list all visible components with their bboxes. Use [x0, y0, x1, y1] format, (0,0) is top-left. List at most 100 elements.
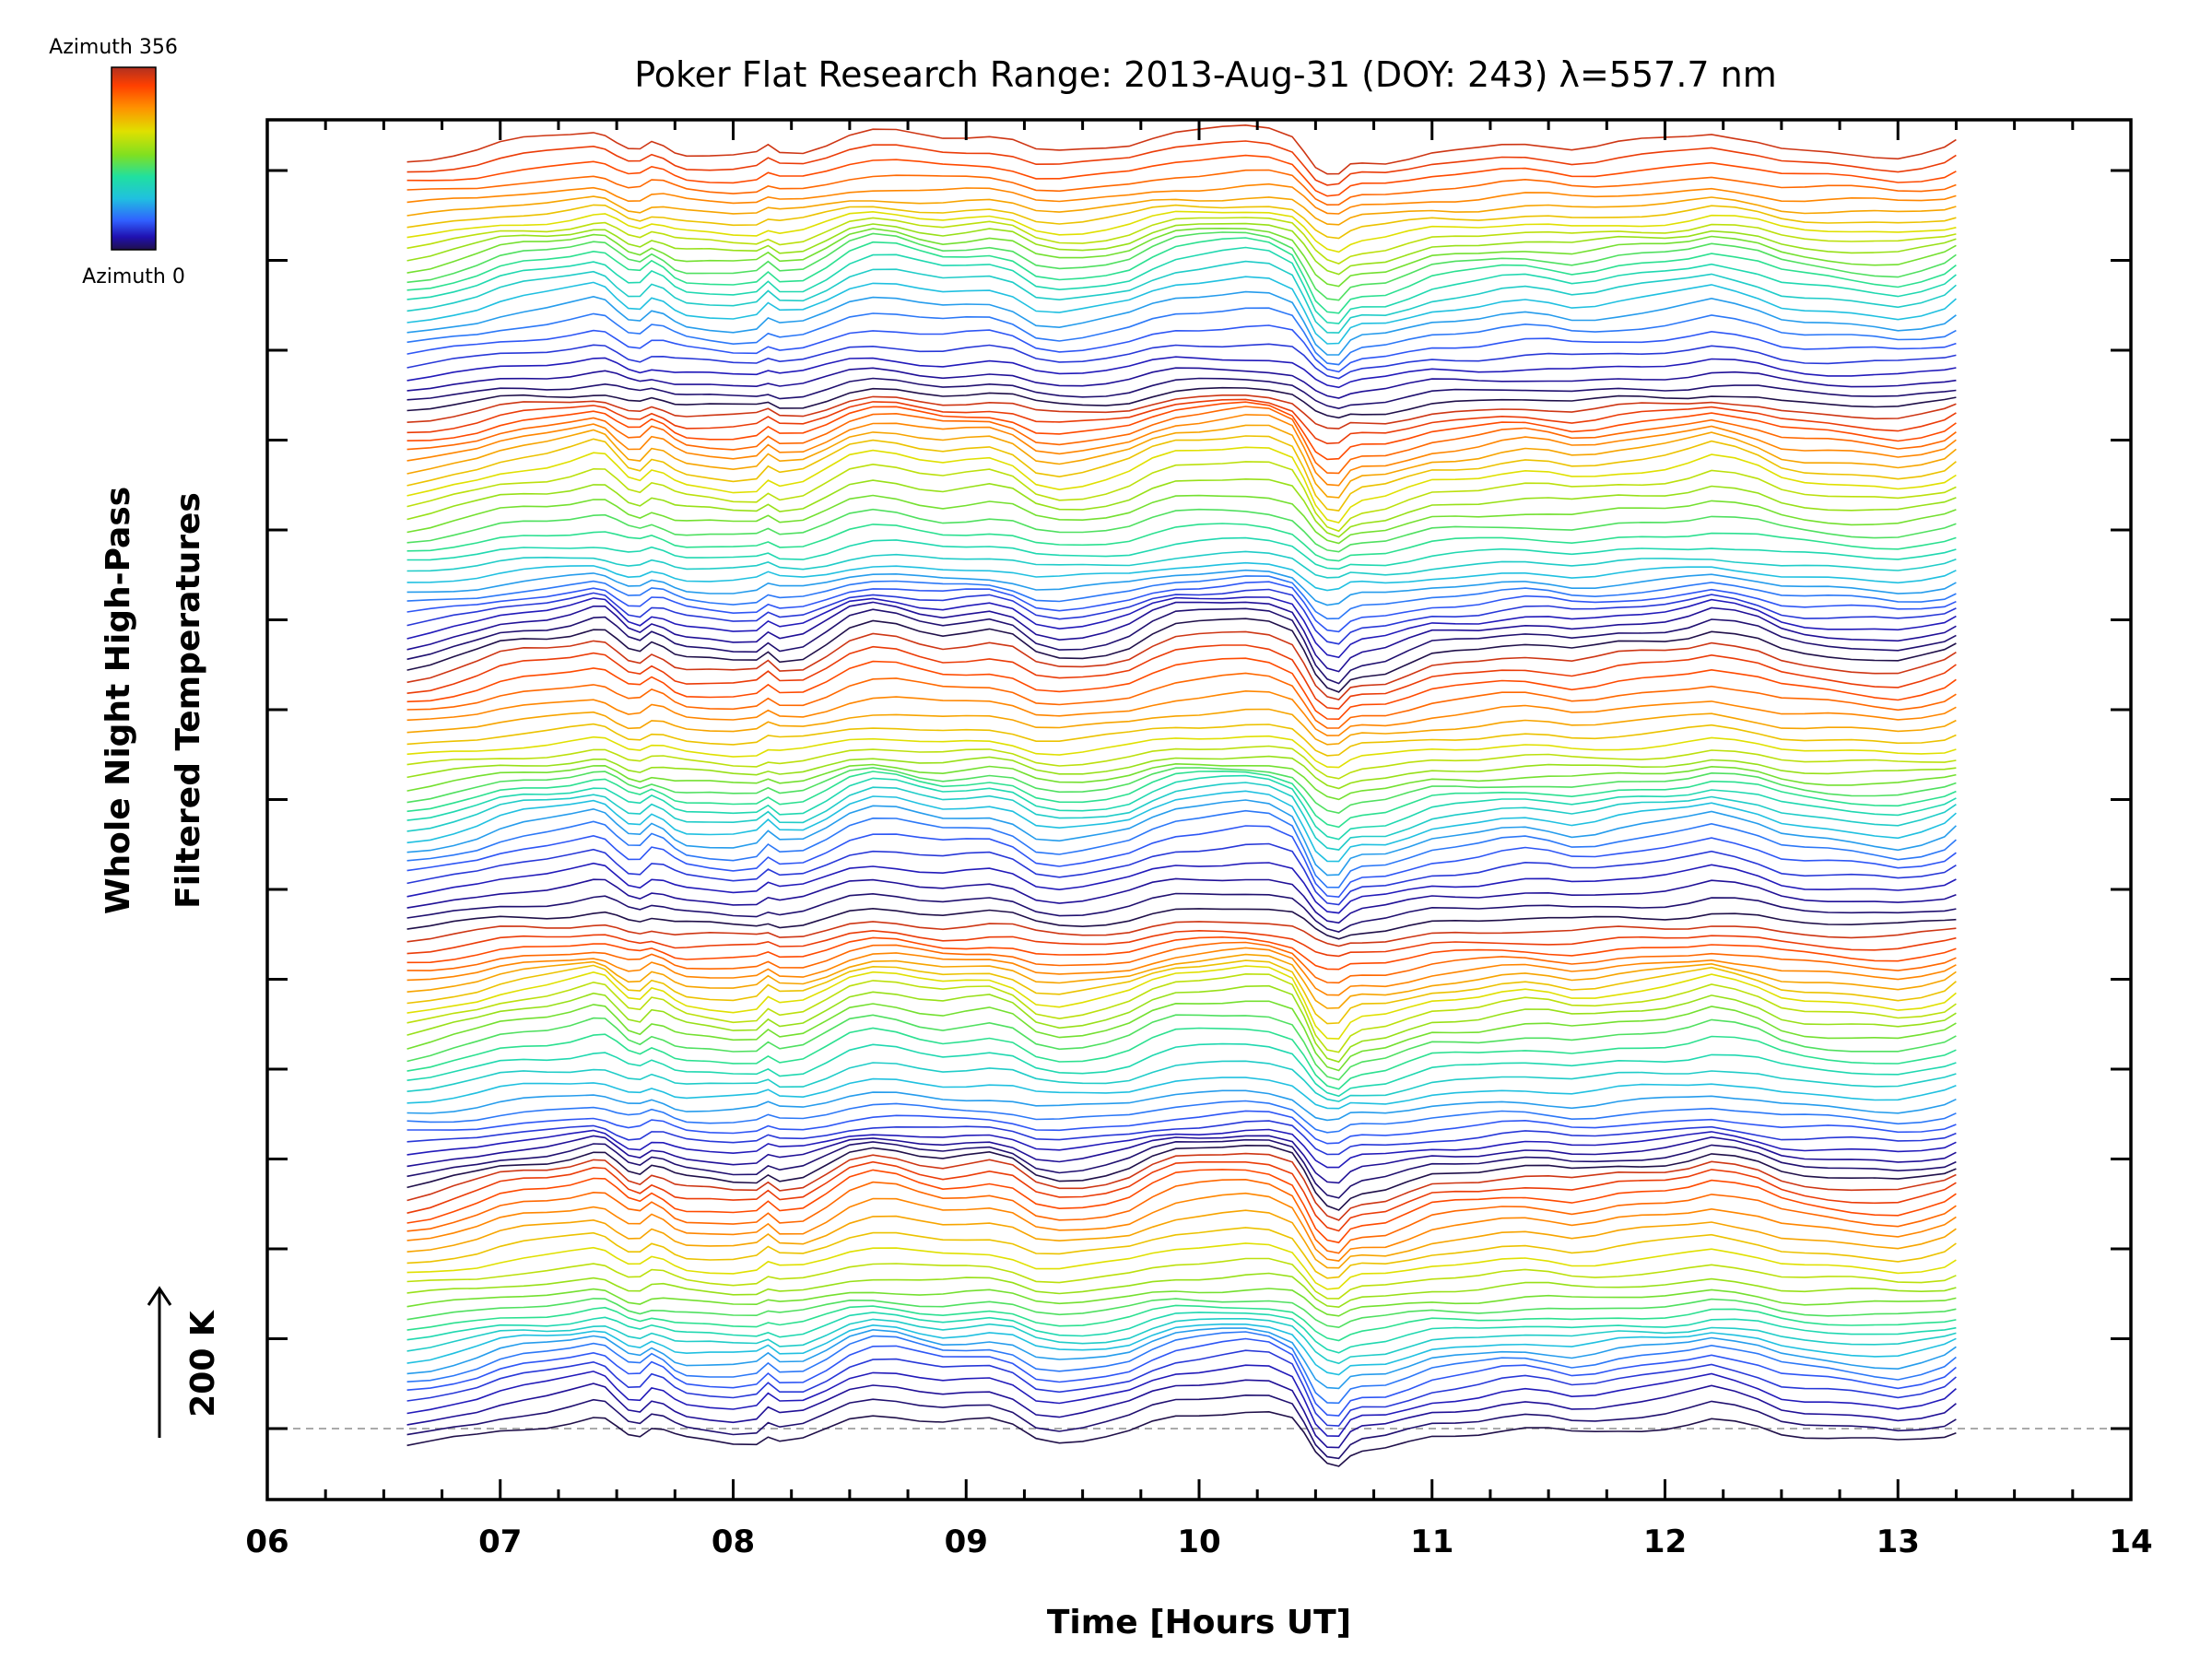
- temperature-series-line: [406, 231, 1957, 301]
- temperature-series-line: [406, 1288, 1957, 1317]
- temperature-series-line: [406, 523, 1957, 562]
- x-axis: 06 07 08 09 10 11 12 13 14: [245, 120, 2153, 1560]
- temperature-series-line: [406, 1178, 1957, 1254]
- temperature-series-line: [406, 745, 1957, 780]
- temperature-series-line: [406, 222, 1957, 276]
- y-axis: [267, 169, 2131, 1430]
- temperature-series-line: [406, 1169, 1957, 1244]
- temperature-series-line: [406, 1272, 1957, 1309]
- temperature-series-line: [406, 618, 1957, 693]
- temperature-series-line: [406, 842, 1957, 906]
- temperature-series-line: [406, 657, 1957, 721]
- temperature-series-line: [406, 398, 1957, 445]
- temperature-series-line: [406, 774, 1957, 841]
- colorbar: [111, 66, 157, 251]
- temperature-series-line: [406, 1014, 1957, 1081]
- temperature-series-line: [406, 477, 1957, 538]
- x-tick-label: 14: [2109, 1524, 2152, 1560]
- temperature-series-line: [406, 770, 1957, 829]
- x-tick-label: 09: [945, 1524, 988, 1560]
- series-group: [406, 124, 1957, 1467]
- temperature-series-line: [406, 1327, 1957, 1390]
- temperature-series-line: [406, 424, 1957, 499]
- x-tick-label: 08: [712, 1524, 755, 1560]
- temperature-series-line: [406, 1192, 1957, 1262]
- x-tick-label: 13: [1877, 1524, 1920, 1560]
- temperature-series-line: [406, 630, 1957, 700]
- temperature-series-line: [406, 1120, 1957, 1156]
- temperature-series-line: [406, 246, 1957, 324]
- temperature-series-line: [406, 596, 1957, 659]
- temperature-series-line: [406, 169, 1957, 206]
- temperature-series-line: [406, 723, 1957, 757]
- temperature-series-line: [406, 735, 1957, 769]
- temperature-series-line: [406, 237, 1957, 314]
- temperature-series-line: [406, 877, 1957, 924]
- temperature-series-line: [406, 276, 1957, 345]
- temperature-series-line: [406, 1027, 1957, 1090]
- temperature-series-line: [406, 182, 1957, 215]
- temperature-series-line: [406, 227, 1957, 288]
- temperature-series-line: [406, 561, 1957, 592]
- temperature-series-line: [406, 569, 1957, 606]
- temperature-series-line: [406, 154, 1957, 197]
- temperature-series-line: [406, 550, 1957, 579]
- temperature-series-line: [406, 921, 1957, 947]
- temperature-series-line: [406, 446, 1957, 524]
- temperature-series-line: [406, 343, 1957, 380]
- chart-title: Poker Flat Research Range: 2013-Aug-31 (…: [634, 54, 1777, 95]
- temperature-series-line: [406, 377, 1957, 410]
- temperature-series-line: [406, 1298, 1957, 1329]
- temperature-series-line: [406, 324, 1957, 373]
- temperature-series-line: [406, 1242, 1957, 1290]
- temperature-series-line: [406, 140, 1957, 186]
- x-tick-label: 10: [1177, 1524, 1220, 1560]
- temperature-series-line: [406, 1110, 1957, 1145]
- temperature-series-line: [406, 260, 1957, 334]
- x-axis-label: Time [Hours UT]: [1047, 1604, 1351, 1641]
- temperature-series-line: [406, 356, 1957, 389]
- temperature-series-line: [406, 435, 1957, 512]
- x-tick-label: 07: [478, 1524, 522, 1560]
- temperature-series-line: [406, 755, 1957, 790]
- temperature-series-line: [406, 307, 1957, 366]
- temperature-series-line: [406, 607, 1957, 685]
- temperature-series-line: [406, 1312, 1957, 1354]
- temperature-series-line: [406, 1128, 1957, 1169]
- temperature-series-line: [406, 1209, 1957, 1269]
- scale-bar-label: 200 K: [184, 1310, 222, 1418]
- scale-arrow: [147, 1286, 172, 1438]
- temperature-series-line: [406, 929, 1957, 958]
- temperature-series-line: [406, 1138, 1957, 1199]
- temperature-series-line: [406, 984, 1957, 1064]
- temperature-series-line: [406, 290, 1957, 356]
- temperature-series-line: [406, 461, 1957, 533]
- colorbar-top-label: Azimuth 356: [49, 36, 178, 59]
- temperature-series-line: [406, 210, 1957, 253]
- x-tick-label: 06: [245, 1524, 288, 1560]
- temperature-series-line: [406, 1089, 1957, 1122]
- temperature-series-line: [406, 947, 1957, 996]
- temperature-series-line: [406, 1410, 1957, 1467]
- temperature-series-line: [406, 508, 1957, 553]
- y-axis-label-line1: Whole Night High-Pass: [100, 487, 137, 914]
- temperature-series-line: [406, 892, 1957, 933]
- temperature-series-line: [406, 401, 1957, 461]
- temperature-series-line: [406, 907, 1957, 940]
- temperature-series-line: [406, 601, 1957, 673]
- temperature-series-line: [406, 406, 1957, 475]
- x-tick-label: 11: [1410, 1524, 1453, 1560]
- temperature-series-line: [406, 1337, 1957, 1417]
- temperature-series-line: [406, 536, 1957, 571]
- temperature-series-line: [406, 644, 1957, 710]
- temperature-series-line: [406, 689, 1957, 736]
- temperature-series-line: [406, 394, 1957, 429]
- temperature-series-line: [406, 1152, 1957, 1221]
- temperature-series-line: [406, 588, 1957, 645]
- temperature-series-line: [406, 204, 1957, 240]
- temperature-series-line: [406, 494, 1957, 545]
- temperature-series-line: [406, 782, 1957, 851]
- temperature-series-line: [406, 1227, 1957, 1279]
- temperature-series-line: [406, 965, 1957, 1040]
- temperature-series-line: [406, 935, 1957, 971]
